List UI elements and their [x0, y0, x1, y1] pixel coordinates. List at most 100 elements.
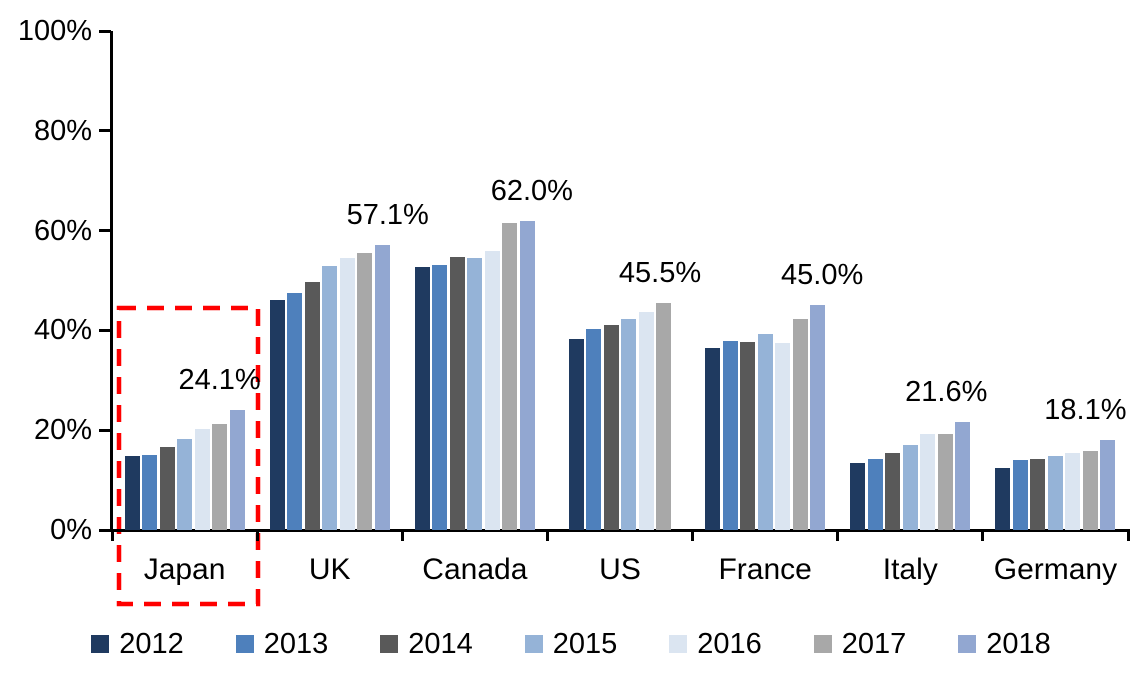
bar-italy-2012: [850, 463, 866, 530]
legend-label-2013: 2013: [263, 628, 329, 660]
bar-japan-2012: [124, 456, 140, 530]
legend-item-2018: 2018: [958, 627, 1051, 661]
bar-japan-2014: [159, 446, 175, 530]
data-label-uk: 57.1%: [346, 199, 429, 232]
bar-us-2016: [638, 311, 654, 530]
legend-swatch-2012: [91, 635, 110, 653]
bar-group-canada: [402, 31, 547, 530]
bar-us-2013: [586, 329, 602, 530]
bar-canada-2014: [449, 257, 465, 530]
legend-swatch-2015: [524, 635, 543, 653]
bar-italy-2018: [955, 422, 971, 530]
legend-swatch-2014: [380, 635, 399, 653]
bar-france-2017: [792, 318, 808, 530]
legend-item-2015: 2015: [524, 627, 618, 661]
x-tick-2: [400, 530, 404, 541]
legend-item-2016: 2016: [669, 627, 762, 661]
x-tick-6: [981, 530, 985, 541]
category-label-japan: Japan: [143, 553, 226, 586]
legend-swatch-2018: [958, 635, 977, 653]
x-tick-4: [691, 530, 695, 541]
data-label-canada: 62.0%: [490, 174, 573, 207]
bar-group-japan: [112, 31, 257, 530]
category-label-canada: Canada: [422, 553, 528, 586]
legend-swatch-2016: [669, 635, 688, 653]
bar-us-2015: [621, 318, 637, 530]
bar-uk-2015: [322, 265, 338, 530]
x-tick-7: [1126, 530, 1130, 541]
legend-item-2012: 2012: [91, 627, 184, 661]
data-label-japan: 24.1%: [178, 363, 261, 396]
bar-us-2014: [603, 325, 619, 530]
y-axis: [110, 31, 113, 532]
y-tick-label-80: 80%: [33, 114, 92, 147]
legend-item-2017: 2017: [813, 627, 907, 661]
legend-label-2017: 2017: [841, 628, 907, 660]
bar-group-us: [547, 31, 692, 530]
y-tick-60: [99, 229, 111, 233]
legend-swatch-2013: [235, 635, 254, 653]
bar-uk-2013: [287, 292, 303, 530]
data-label-us: 45.5%: [618, 256, 702, 289]
bar-canada-2012: [414, 266, 430, 530]
category-label-us: US: [599, 553, 641, 586]
bar-canada-2015: [467, 258, 483, 530]
y-tick-0: [99, 528, 111, 532]
bar-uk-2016: [339, 258, 355, 530]
data-label-france: 45.0%: [781, 259, 864, 292]
x-tick-3: [545, 530, 549, 541]
y-tick-40: [99, 328, 111, 332]
legend-item-2013: 2013: [235, 627, 329, 661]
bar-italy-2013: [867, 458, 883, 530]
x-tick-5: [836, 530, 840, 541]
y-tick-80: [99, 129, 111, 133]
y-tick-100: [99, 29, 111, 33]
bar-canada-2016: [484, 250, 500, 530]
y-tick-20: [99, 428, 111, 432]
legend-label-2014: 2014: [408, 628, 473, 660]
bar-germany-2018: [1100, 439, 1116, 530]
bar-us-2017: [656, 302, 672, 530]
bar-france-2012: [705, 347, 721, 530]
bar-germany-2013: [1012, 460, 1028, 530]
bar-group-germany: [983, 31, 1128, 530]
bar-japan-2015: [177, 439, 193, 530]
bar-uk-2012: [269, 300, 285, 530]
bar-group-france: [693, 31, 838, 530]
bar-japan-2017: [212, 424, 228, 530]
bar-germany-2017: [1082, 450, 1098, 530]
bar-group-italy: [838, 31, 983, 530]
bar-us-2012: [568, 338, 584, 530]
bar-italy-2017: [937, 433, 953, 530]
bar-germany-2016: [1065, 452, 1081, 530]
y-tick-label-0: 0%: [50, 514, 92, 546]
y-tick-label-100: 100%: [17, 15, 92, 47]
bar-uk-2018: [374, 245, 390, 530]
x-tick-1: [255, 530, 259, 541]
bar-italy-2014: [885, 452, 901, 530]
bar-japan-2018: [229, 409, 245, 530]
bar-france-2018: [810, 305, 826, 530]
bar-france-2015: [757, 333, 773, 530]
bar-canada-2013: [432, 264, 448, 530]
bar-italy-2015: [902, 445, 918, 530]
y-tick-label-60: 60%: [33, 214, 92, 247]
bar-group-uk: [257, 31, 402, 530]
category-label-germany: Germany: [993, 553, 1118, 586]
legend-label-2018: 2018: [986, 628, 1051, 660]
bar-france-2013: [722, 341, 738, 530]
legend-label-2015: 2015: [552, 628, 618, 660]
data-label-italy: 21.6%: [905, 376, 988, 409]
legend-item-2014: 2014: [380, 627, 473, 661]
bar-uk-2014: [304, 282, 320, 530]
bar-canada-2018: [519, 220, 535, 530]
category-label-italy: Italy: [882, 553, 938, 586]
legend-label-2016: 2016: [697, 628, 762, 660]
y-tick-label-40: 40%: [33, 314, 92, 347]
legend-swatch-2017: [813, 635, 832, 653]
category-label-france: France: [718, 553, 812, 586]
bar-uk-2017: [357, 253, 373, 530]
bar-canada-2017: [502, 223, 518, 530]
category-label-uk: UK: [308, 553, 351, 586]
